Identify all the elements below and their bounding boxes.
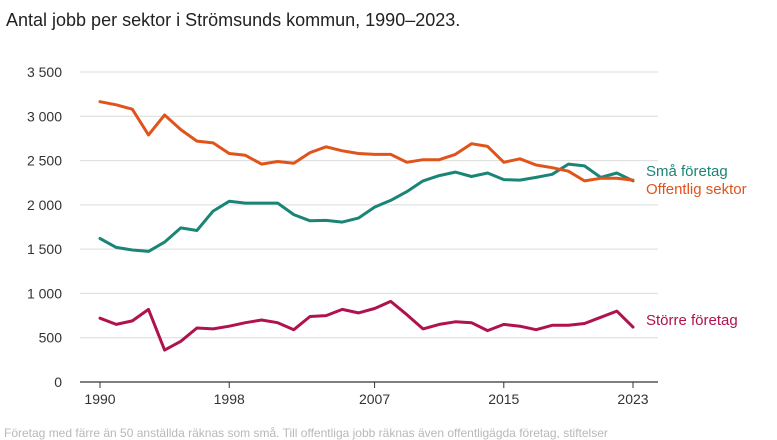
chart-title: Antal jobb per sektor i Strömsunds kommu… <box>6 10 461 30</box>
series-line <box>98 299 635 352</box>
series-label: Små företag <box>646 163 728 180</box>
y-tick-label: 2 000 <box>27 197 62 213</box>
series-label: Offentlig sektor <box>646 181 747 198</box>
y-tick-label: 1 500 <box>27 241 62 257</box>
chart-footnote: Företag med färre än 50 anställda räknas… <box>4 426 608 440</box>
series-line <box>98 100 635 183</box>
y-axis-ticks: 0 500 1 000 1 500 2 000 2 500 3 000 3 500 <box>27 64 62 390</box>
y-tick-label: 1 000 <box>27 285 62 301</box>
x-tick-label: 2023 <box>617 391 648 407</box>
y-tick-label: 2 500 <box>27 153 62 169</box>
y-tick-label: 500 <box>39 330 63 346</box>
y-tick-label: 3 500 <box>27 64 62 80</box>
y-tick-label: 3 000 <box>27 108 62 124</box>
series-label: Större företag <box>646 312 738 329</box>
grid-lines <box>80 71 658 339</box>
x-tick-label: 1990 <box>84 391 115 407</box>
x-axis: 1990 1998 2007 2015 2023 <box>80 381 658 407</box>
series-lines <box>98 100 635 352</box>
x-tick-label: 2007 <box>359 391 390 407</box>
y-tick-label: 0 <box>54 374 62 390</box>
x-tick-label: 1998 <box>214 391 245 407</box>
x-tick-label: 2015 <box>488 391 519 407</box>
series-line <box>98 162 635 253</box>
